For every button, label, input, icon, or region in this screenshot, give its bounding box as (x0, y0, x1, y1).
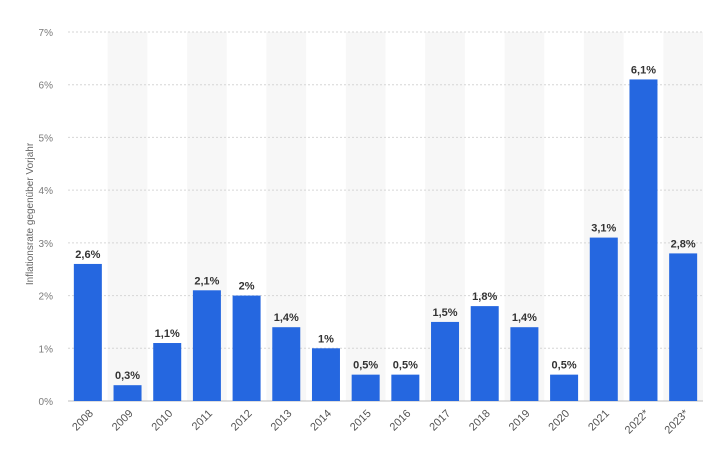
data-label: 0,5% (552, 360, 577, 372)
x-tick-label: 2011 (190, 408, 215, 433)
data-label: 2% (239, 281, 255, 293)
data-label: 1,5% (432, 307, 457, 319)
x-tick-label: 2023* (662, 407, 691, 436)
x-tick-label: 2019 (507, 408, 533, 434)
y-tick-label: 4% (39, 186, 54, 197)
data-label: 0,5% (393, 360, 418, 372)
y-tick-label: 3% (39, 239, 54, 250)
background-band (345, 32, 386, 401)
background-band (107, 32, 148, 401)
y-tick-label: 7% (39, 28, 54, 39)
x-tick-label: 2022* (623, 407, 652, 436)
y-axis-ticks: 0% 1% 2% 3% 4% 5% 6% 7% (39, 28, 54, 408)
x-axis-ticks: 2008 2009 2010 2011 2012 2013 2014 2015 2016 2017… (70, 407, 692, 436)
data-label: 1% (318, 333, 334, 345)
bar (272, 327, 301, 401)
x-tick-label: 2015 (348, 408, 374, 434)
data-label: 0,3% (115, 370, 140, 382)
bar (510, 327, 539, 401)
bar (153, 343, 182, 401)
bar (669, 253, 698, 401)
x-tick-label: 2020 (546, 408, 572, 434)
data-label: 6,1% (631, 64, 656, 76)
x-tick-label: 2009 (110, 408, 136, 434)
data-label: 2,1% (194, 275, 219, 287)
y-tick-label: 5% (39, 133, 54, 144)
x-tick-label: 2008 (70, 408, 96, 434)
data-label: 2,8% (671, 238, 696, 250)
x-tick-label: 2013 (269, 408, 295, 434)
y-tick-label: 2% (39, 292, 54, 303)
bar (311, 348, 340, 401)
data-label: 2,6% (75, 249, 100, 261)
x-tick-label: 2021 (586, 408, 612, 434)
x-tick-label: 2014 (308, 408, 334, 434)
bar (232, 295, 261, 401)
x-tick-label: 2016 (388, 408, 414, 434)
y-tick-label: 0% (39, 397, 54, 408)
data-label: 3,1% (591, 223, 616, 235)
bar (192, 290, 221, 401)
data-label: 1,4% (512, 312, 537, 324)
data-label: 1,1% (155, 328, 180, 340)
y-tick-label: 1% (39, 344, 54, 355)
data-label: 1,4% (274, 312, 299, 324)
data-label: 0,5% (353, 360, 378, 372)
bar (629, 79, 658, 401)
bar (391, 374, 420, 401)
data-label: 1,8% (472, 291, 497, 303)
bar (351, 374, 380, 401)
data-labels: 2,6% 0,3% 1,1% 2,1% 2% 1,4% 1% 0,5% 0,5% 1,5% 1,8%… (75, 64, 696, 382)
bar (73, 263, 102, 401)
y-tick-label: 6% (39, 81, 54, 92)
y-axis-title: Inflationsrate gegenüber Vorjahr (25, 142, 36, 285)
bar (550, 374, 579, 401)
x-tick-label: 2012 (229, 408, 255, 434)
x-tick-label: 2010 (150, 408, 176, 434)
bar (431, 321, 460, 401)
x-tick-label: 2017 (427, 408, 453, 434)
bar (470, 306, 499, 401)
bar (589, 237, 618, 401)
bar (113, 385, 142, 401)
x-tick-label: 2018 (467, 408, 493, 434)
bars (73, 79, 698, 401)
